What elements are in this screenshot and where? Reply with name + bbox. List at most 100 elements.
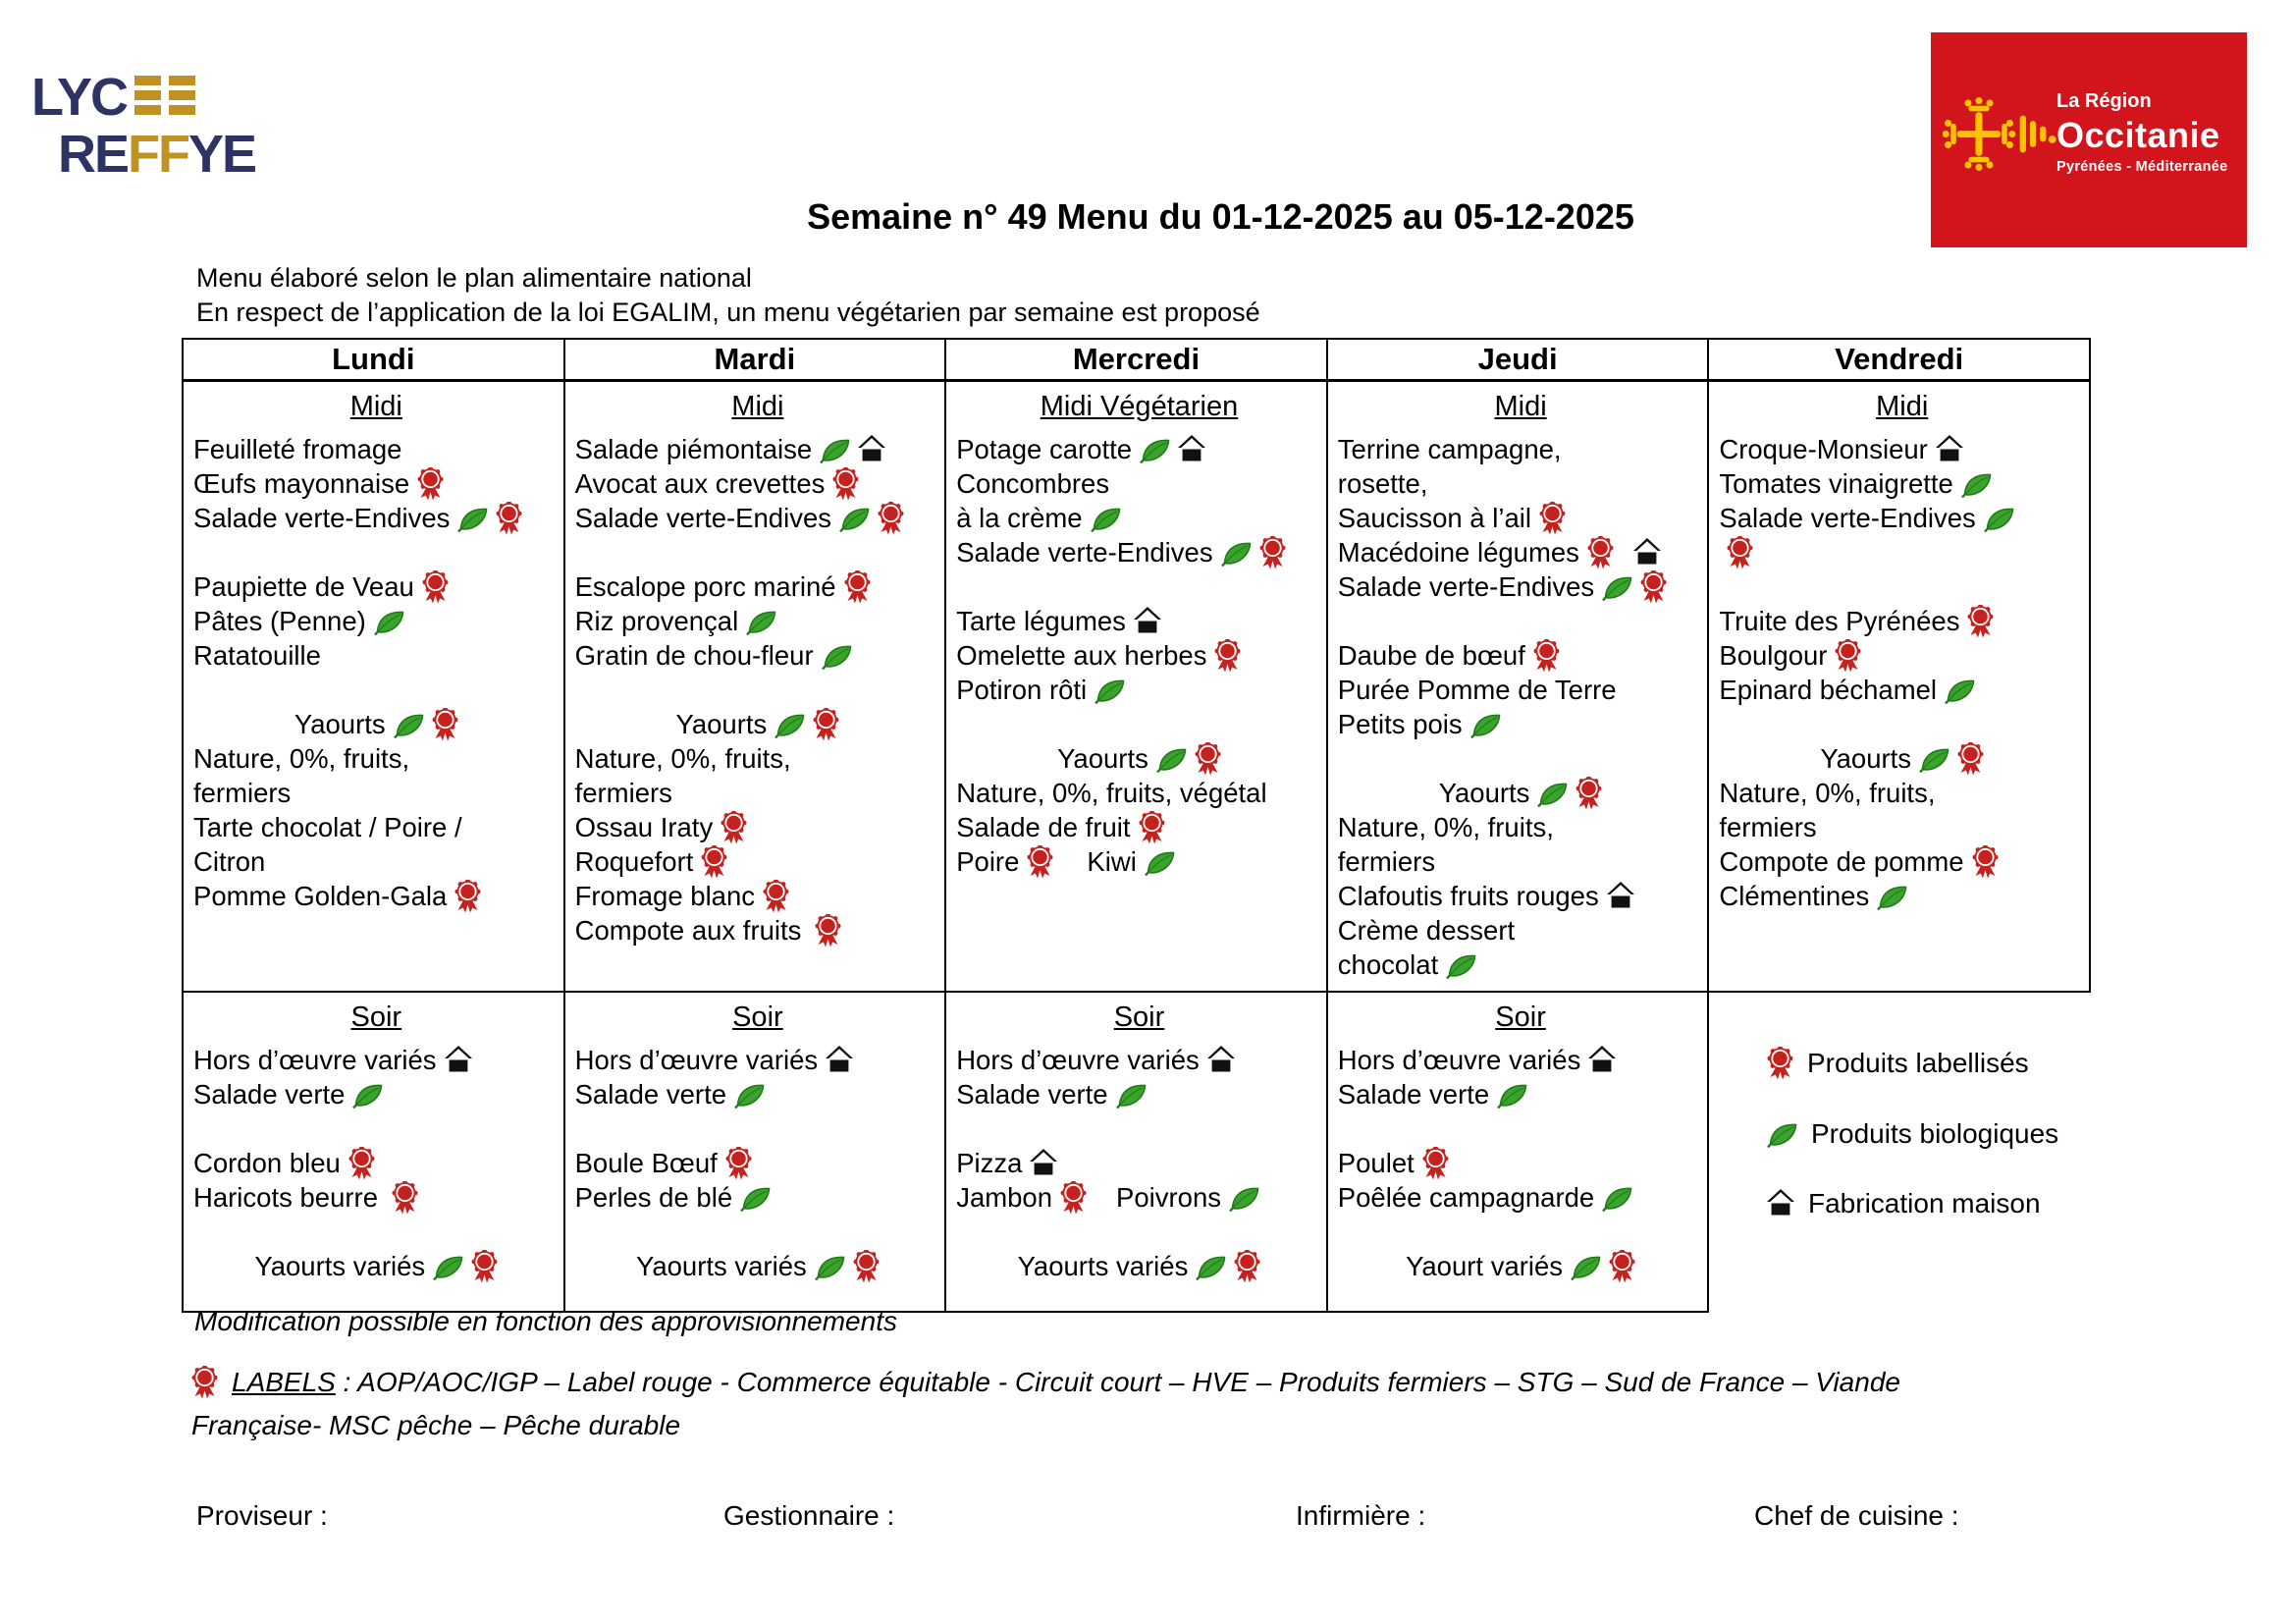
midi-cell-vendredi-line-8 <box>1719 707 2085 741</box>
bio-leaf-icon <box>1497 1077 1527 1111</box>
menu-item-text: Nature, 0%, fruits, <box>574 743 791 774</box>
bio-leaf-icon <box>352 1077 383 1111</box>
midi-cell-mercredi-line-12: Poire Kiwi <box>956 844 1322 879</box>
menu-item-text: Clafoutis fruits rouges <box>1337 881 1599 911</box>
bio-leaf-icon <box>433 1249 463 1283</box>
menu-item-text: Cordon bleu <box>193 1148 341 1178</box>
menu-item-text: Ratatouille <box>193 640 321 671</box>
midi-cell-vendredi-line-7: Epinard béchamel <box>1719 673 2085 707</box>
menu-item-text: Salade verte-Endives <box>956 537 1213 568</box>
labels-word: LABELS <box>232 1367 336 1397</box>
label-rosette-icon <box>1539 501 1566 535</box>
label-rosette-icon <box>392 1180 418 1215</box>
soir-cell-mardi-line-3: Boule Bœuf <box>575 1146 941 1180</box>
midi-cell-mardi-line-14: Compote aux fruits <box>575 913 941 947</box>
bio-leaf-icon <box>1767 1118 1797 1150</box>
soir-cell-mardi-line-4: Perles de blé <box>575 1180 941 1215</box>
label-rosette-icon <box>1640 569 1667 604</box>
menu-item-text: Salade de fruit <box>956 812 1131 842</box>
soir-cell-mardi-line-0: Hors d’œuvre variés <box>575 1043 941 1077</box>
day-header-mercredi: Mercredi <box>944 338 1328 382</box>
menu-item-text: Feuilleté fromage <box>193 434 402 464</box>
midi-cell-jeudi-line-7: Purée Pomme de Terre <box>1338 673 1704 707</box>
midi-cell-mercredi: Midi Végétarien Potage carotte Concombres à… <box>944 379 1328 993</box>
soir-cell-jeudi-line-1: Salade verte <box>1338 1077 1704 1111</box>
menu-item-text: fermiers <box>1337 846 1436 877</box>
soir-cell-jeudi: Soir Hors d’œuvre variés Salade verte Poul… <box>1325 991 1710 1313</box>
label-rosette-icon <box>832 466 859 501</box>
page-title: Semaine n° 49 Menu du 01-12-2025 au 05-1… <box>807 196 1634 237</box>
menu-item-text: Fromage blanc <box>574 881 756 911</box>
signature-infirmiere: Infirmière : <box>1296 1500 1426 1531</box>
legend-row-label: Produits labellisés <box>1767 1046 2058 1080</box>
midi-cell-mardi-line-10: fermiers <box>575 776 941 810</box>
label-rosette-icon <box>1195 741 1221 776</box>
menu-item-text: Hors d’œuvre variés <box>1337 1045 1581 1075</box>
subtitles: Menu élaboré selon le plan alimentaire n… <box>196 261 1260 330</box>
home-icon <box>1767 1188 1794 1219</box>
midi-cell-mardi: Midi Salade piémontaise Avocat aux crevett… <box>562 379 947 993</box>
legend-row-home: Fabrication maison <box>1767 1188 2058 1219</box>
menu-item-text: Yaourts <box>1057 743 1148 774</box>
midi-cell-mercredi-line-4 <box>956 569 1322 604</box>
bio-leaf-icon <box>1983 501 2014 535</box>
label-rosette-icon <box>1835 638 1861 673</box>
label-rosette-icon <box>1060 1180 1087 1215</box>
midi-cell-mercredi-line-6: Omelette aux herbes <box>956 638 1322 673</box>
midi-cell-mardi-line-6: Gratin de chou-fleur <box>575 638 941 673</box>
label-rosette-icon <box>1972 844 1999 879</box>
midi-cell-mercredi-line-1: Concombres <box>956 466 1322 501</box>
midi-cell-lundi-line-5: Pâtes (Penne) <box>193 604 560 638</box>
midi-cell-lundi-line-7 <box>193 673 560 707</box>
midi-cell-jeudi-line-3: Macédoine légumes <box>1338 535 1704 569</box>
menu-item-text: à la crème <box>956 503 1083 533</box>
menu-item-text: Daube de bœuf <box>1337 640 1525 671</box>
bio-leaf-icon <box>1140 432 1170 466</box>
midi-cell-jeudi-line-11: Nature, 0%, fruits, <box>1338 810 1704 844</box>
menu-item-text: Clémentines <box>1719 881 1870 911</box>
midi-cell-vendredi-line-10: Nature, 0%, fruits, <box>1719 776 2085 810</box>
day-header-mardi: Mardi <box>562 338 947 382</box>
bio-leaf-icon <box>1115 1077 1147 1111</box>
label-rosette-icon <box>853 1249 880 1283</box>
midi-cell-vendredi-line-13: Clémentines <box>1719 879 2085 913</box>
midi-cell-vendredi-line-11: fermiers <box>1719 810 2085 844</box>
soir-cell-mercredi-line-3: Pizza <box>956 1146 1322 1180</box>
bio-leaf-icon <box>1155 741 1187 776</box>
menu-item-text: Salade verte <box>1337 1079 1490 1110</box>
midi-cell-vendredi-line-4 <box>1719 569 2085 604</box>
home-icon <box>1133 604 1161 638</box>
label-rosette-icon <box>1214 638 1241 673</box>
label-rosette-icon <box>432 707 458 741</box>
midi-cell-mardi-line-9: Nature, 0%, fruits, <box>575 741 941 776</box>
logo-bar-e-icon <box>134 76 162 115</box>
home-icon <box>1206 1043 1235 1077</box>
menu-grid: Lundi Mardi Mercredi Jeudi Vendredi Midi Feuil… <box>182 338 2091 1313</box>
menu-item-text: Potiron rôti <box>956 675 1088 705</box>
label-rosette-icon <box>471 1249 498 1283</box>
menu-item-text: Truite des Pyrénées <box>1719 606 1960 636</box>
subtitle-line1: Menu élaboré selon le plan alimentaire n… <box>196 263 752 293</box>
soir-cell-mercredi-line-2 <box>956 1111 1322 1146</box>
menu-item-text: Yaourts variés <box>1017 1251 1189 1281</box>
label-rosette-icon <box>815 913 841 947</box>
midi-cell-mercredi-line-10: Nature, 0%, fruits, végétal <box>956 776 1322 810</box>
midi-cell-jeudi-line-4: Salade verte-Endives <box>1338 569 1704 604</box>
menu-item-text: Yaourt variés <box>1406 1251 1564 1281</box>
menu-item-text: rosette, <box>1337 468 1428 499</box>
menu-item-text: Poire <box>956 846 1020 877</box>
region-line3: Pyrénées - Méditerranée <box>2056 159 2228 175</box>
bio-leaf-icon <box>746 604 776 638</box>
day-header-vendredi: Vendredi <box>1707 338 2091 382</box>
day-header-row: Lundi Mardi Mercredi Jeudi Vendredi <box>182 338 2091 382</box>
menu-item-text: Haricots beurre <box>193 1182 378 1213</box>
bio-leaf-icon <box>1196 1249 1226 1283</box>
menu-item-text: Salade verte <box>956 1079 1108 1110</box>
menu-item-text: Salade verte <box>574 1079 726 1110</box>
soir-cell-lundi-line-0: Hors d’œuvre variés <box>193 1043 560 1077</box>
midi-cell-mercredi-line-11: Salade de fruit <box>956 810 1322 844</box>
soir-cell-mercredi-title: Soir <box>1113 1001 1165 1033</box>
label-rosette-icon <box>1957 741 1984 776</box>
bio-leaf-icon <box>1960 466 1992 501</box>
